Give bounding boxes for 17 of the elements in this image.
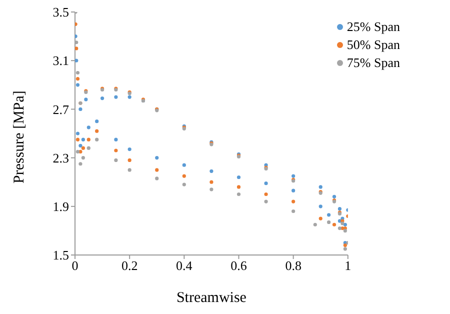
y-tick-label: 2.7 (52, 102, 70, 117)
legend-label: 75% Span (346, 55, 400, 70)
y-tick-label: 3.1 (52, 53, 69, 68)
y-axis-title: Pressure [MPa] (11, 90, 28, 184)
legend-label: 50% Span (346, 37, 400, 52)
y-tick-label: 1.9 (52, 199, 69, 214)
y-tick-label: 1.5 (52, 248, 69, 263)
legend-label: 25% Span (346, 19, 400, 34)
x-tick-label: 0.8 (285, 258, 302, 274)
x-tick-label: 0.4 (176, 258, 193, 274)
x-tick-label: 0.2 (121, 258, 138, 274)
x-tick-label: 0.6 (230, 258, 248, 274)
y-tick-label: 3.5 (52, 4, 69, 20)
x-axis-title: Streamwise (176, 290, 247, 306)
x-tick-label: 1 (344, 258, 352, 274)
x-tick-label: 0 (72, 258, 78, 274)
y-tick-label: 2.3 (52, 150, 69, 166)
